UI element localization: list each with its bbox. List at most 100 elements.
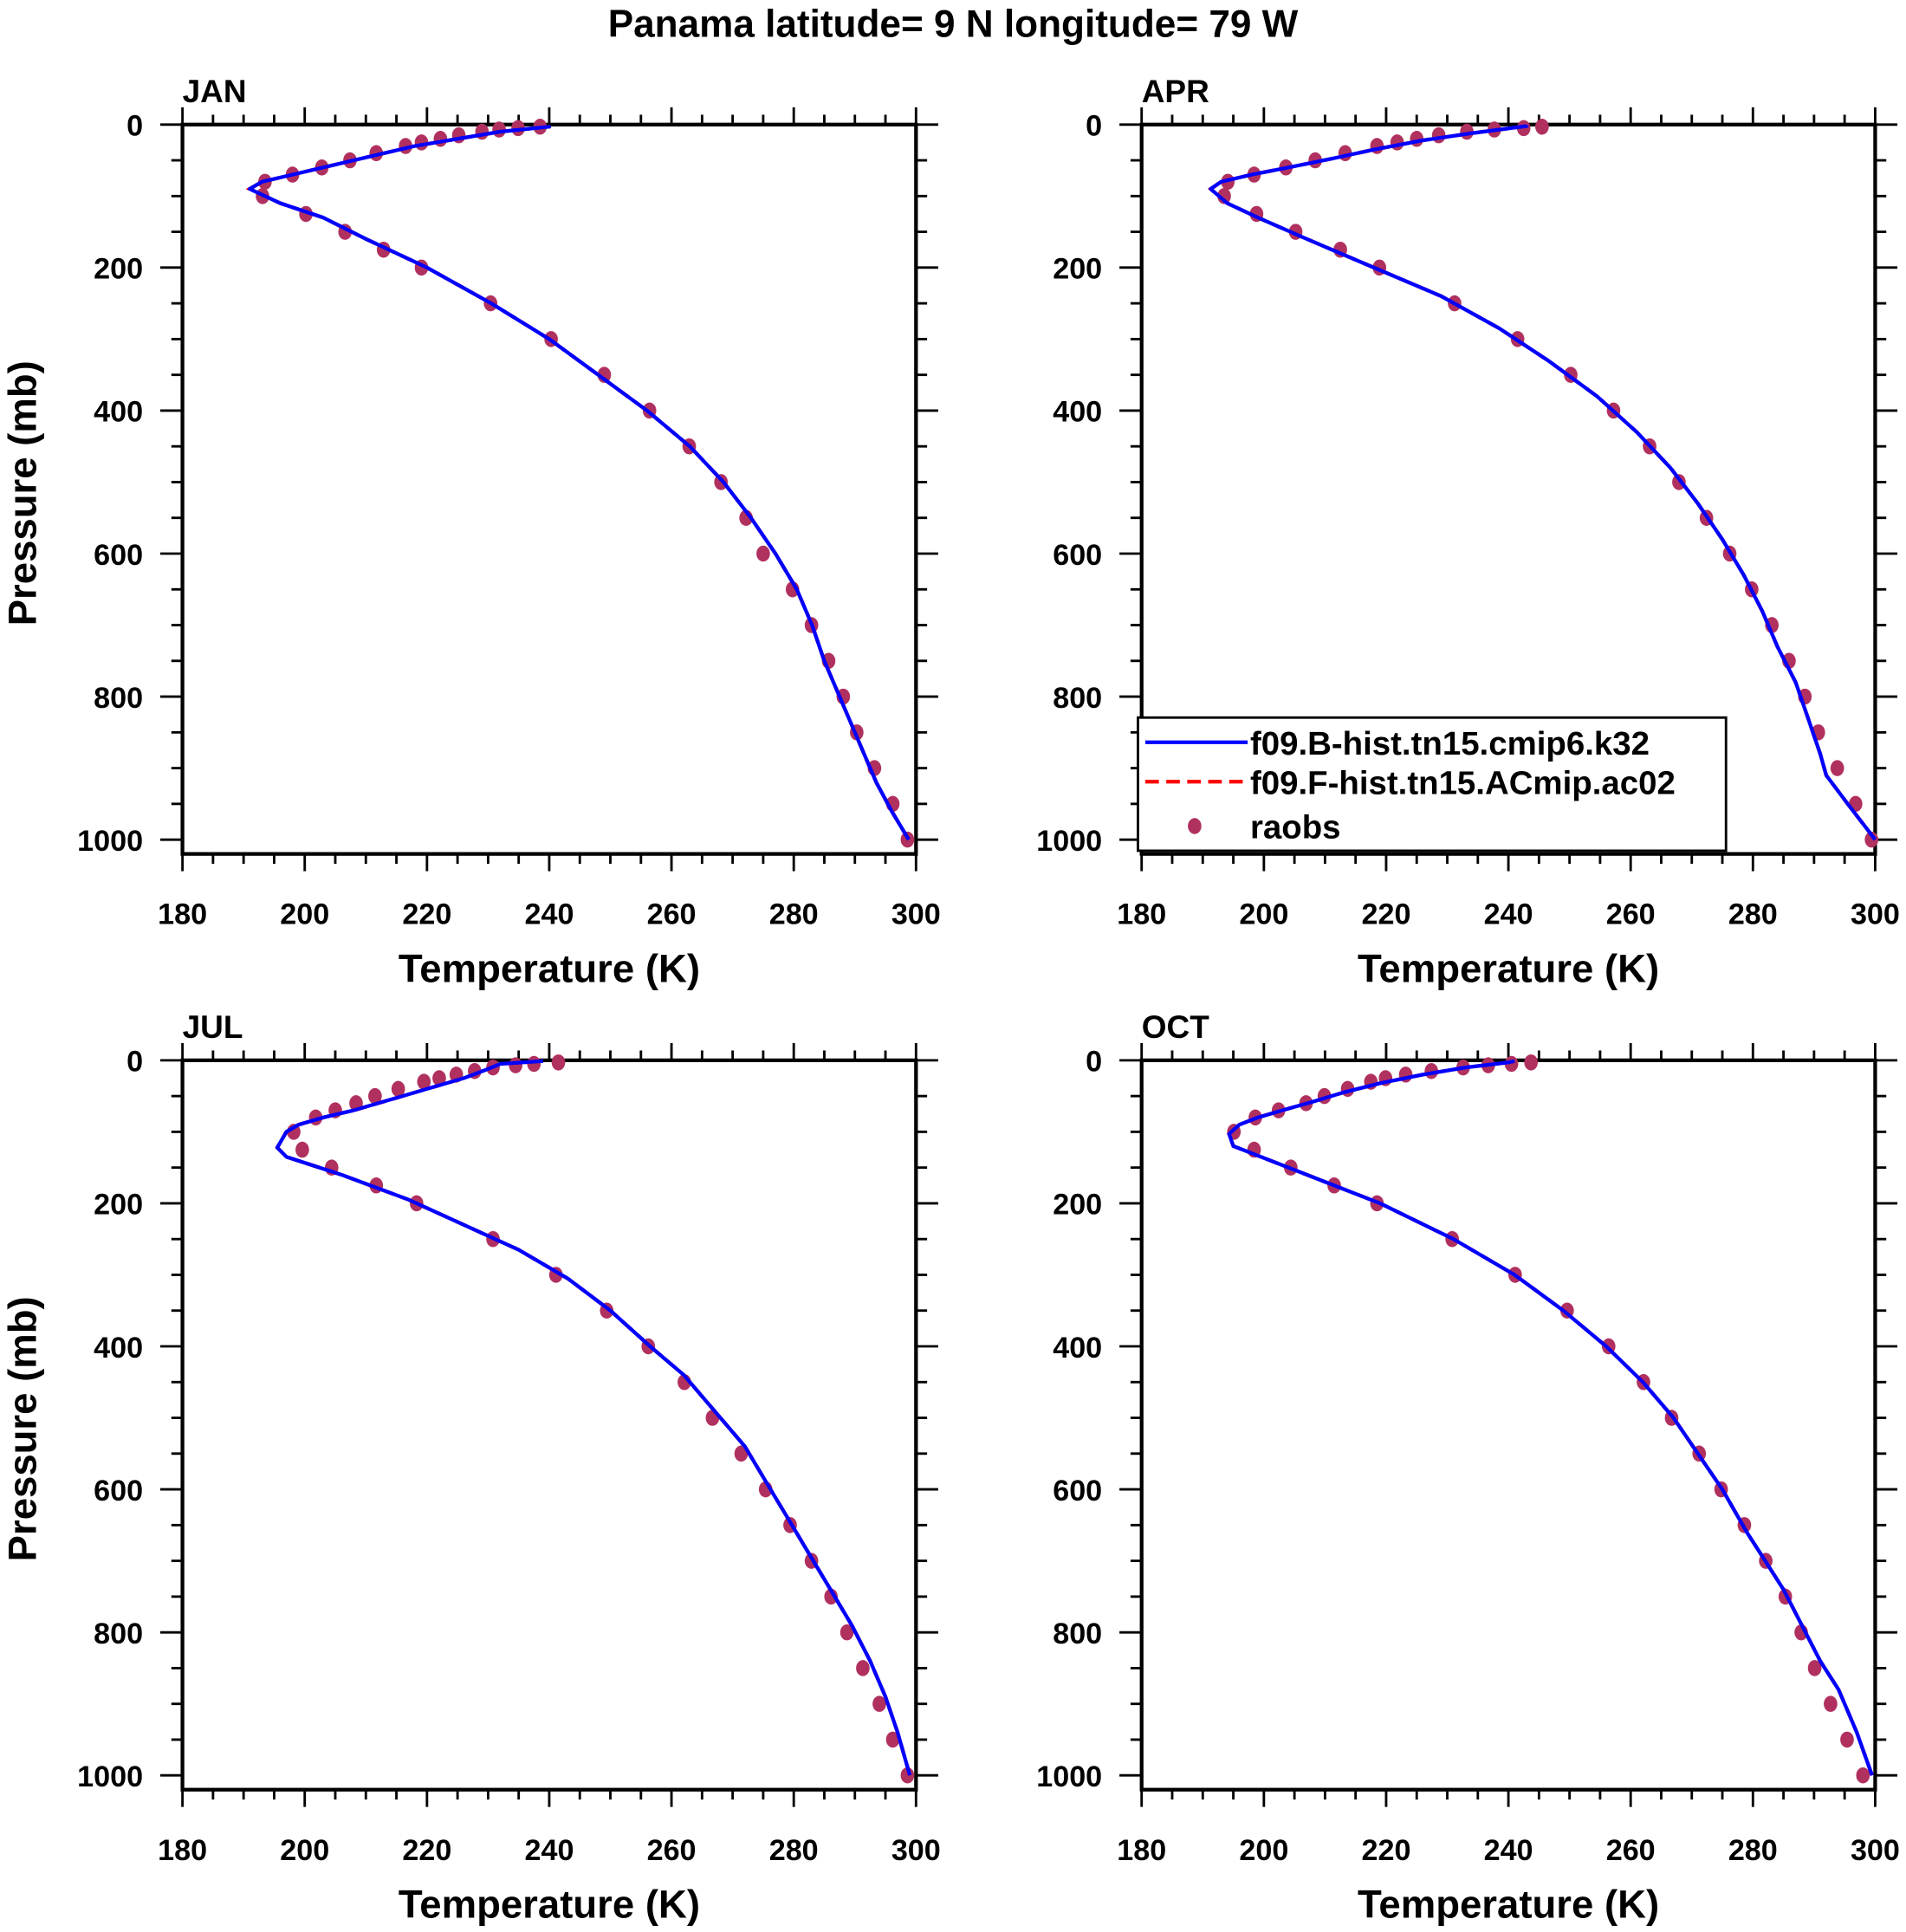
raobs-point (756, 545, 770, 562)
x-tick-label: 220 (1361, 898, 1410, 931)
raobs-point (1807, 1660, 1822, 1676)
y-tick-label: 0 (126, 1046, 143, 1079)
x-tick-label: 220 (402, 898, 451, 931)
panel-jul: JUL 180 200 220 240 260 280 300 0 200 400 600 800 100… (0, 1009, 941, 1926)
plot-frame (1139, 1058, 1877, 1792)
raobs-point (1856, 1767, 1870, 1784)
x-tick-label: 220 (402, 1834, 451, 1867)
x-tick-label: 180 (1117, 1834, 1166, 1867)
raobs-point (900, 1767, 915, 1784)
y-tick-label: 1000 (1036, 825, 1102, 858)
y-tick-label: 0 (1086, 1046, 1102, 1079)
panel-label: OCT (1142, 1009, 1209, 1045)
raobs-point (1824, 1695, 1838, 1712)
legend-box (1137, 716, 1728, 853)
x-tick-label: 240 (1484, 898, 1533, 931)
raobs-point (856, 1660, 870, 1676)
x-axis-title: Temperature (K) (1358, 947, 1659, 991)
raobs-point (840, 1624, 854, 1641)
y-tick-label: 400 (1053, 1332, 1102, 1365)
panel-label: APR (1142, 74, 1209, 109)
x-tick-label: 280 (769, 898, 819, 931)
y-axis-title: Pressure (mb) (0, 1296, 44, 1561)
x-tick-label: 300 (1851, 1834, 1900, 1867)
y-tick-label: 600 (94, 539, 143, 572)
y-tick-label: 400 (94, 396, 143, 429)
x-tick-label: 240 (524, 898, 574, 931)
x-tick-label: 240 (524, 1834, 574, 1867)
y-axis-title: Pressure (mb) (0, 360, 44, 626)
x-tick-label: 200 (280, 1834, 329, 1867)
x-tick-label: 180 (1117, 898, 1166, 931)
legend: f09.B-hist.tn15.cmip6.k32f09.F-hist.tn15… (1137, 716, 1728, 853)
raobs-point (1830, 760, 1844, 776)
panel-label: JUL (183, 1009, 243, 1045)
x-tick-label: 280 (769, 1834, 819, 1867)
legend-label: f09.F-hist.tn15.ACmip.ac02 (1250, 764, 1676, 801)
plot-frame (180, 122, 918, 856)
model-line-f09-f-hist (275, 1059, 912, 1776)
x-axis-title: Temperature (K) (399, 1883, 700, 1927)
x-tick-label: 300 (1851, 898, 1900, 931)
raobs-point (551, 1054, 566, 1071)
y-tick-label: 400 (94, 1332, 143, 1365)
y-tick-label: 1000 (1036, 1760, 1102, 1793)
raobs-point (885, 1731, 900, 1748)
x-tick-label: 240 (1484, 1834, 1533, 1867)
x-tick-label: 280 (1728, 1834, 1778, 1867)
y-tick-label: 800 (1053, 1618, 1102, 1650)
raobs-point (1535, 119, 1549, 135)
y-tick-label: 800 (1053, 682, 1102, 715)
model-line-f09-f-hist (1227, 1059, 1874, 1776)
model-line-f09-b-hist (1227, 1059, 1874, 1776)
panel-apr: APR 180 200 220 240 260 280 300 0 200 400 600 800 100… (1036, 74, 1900, 990)
panel-jan: JAN 180 200 220 240 260 280 300 0 200 400 600 800 100… (0, 74, 941, 990)
x-tick-label: 180 (158, 898, 207, 931)
y-tick-label: 0 (126, 110, 143, 143)
raobs-point (509, 1057, 522, 1073)
raobs-point (1524, 1054, 1539, 1071)
legend-label: raobs (1250, 809, 1341, 846)
y-tick-label: 600 (94, 1475, 143, 1507)
y-tick-label: 600 (1053, 1475, 1102, 1507)
figure-title: Panama latitude= 9 N longitude= 79 W (608, 3, 1299, 46)
y-tick-label: 200 (94, 253, 143, 286)
raobs-point (1864, 831, 1879, 848)
raobs-point (295, 1141, 309, 1158)
y-tick-label: 0 (1086, 110, 1102, 143)
panel-label: JAN (183, 74, 247, 109)
x-tick-label: 200 (280, 898, 329, 931)
x-tick-label: 260 (647, 1834, 697, 1867)
raobs-point (1504, 1055, 1519, 1073)
raobs-point (872, 1695, 886, 1712)
raobs-point (433, 131, 448, 147)
x-tick-label: 200 (1239, 898, 1288, 931)
x-tick-label: 300 (891, 898, 941, 931)
y-tick-label: 200 (1053, 253, 1102, 286)
legend-label: f09.B-hist.tn15.cmip6.k32 (1250, 725, 1650, 762)
x-tick-label: 220 (1361, 1834, 1410, 1867)
model-line-f09-b-hist (248, 125, 911, 841)
y-tick-label: 800 (94, 682, 143, 715)
raobs-point (1840, 1731, 1854, 1748)
legend-marker-swatch (1188, 818, 1202, 834)
raobs-point (734, 1445, 749, 1462)
y-tick-label: 200 (1053, 1189, 1102, 1222)
model-line-f09-b-hist (275, 1059, 912, 1776)
x-tick-label: 300 (891, 1834, 941, 1867)
model-line-f09-b-hist (1209, 124, 1877, 841)
panel-oct: OCT 180 200 220 240 260 280 300 0 200 400 600 800 100… (1036, 1009, 1900, 1926)
raobs-point (417, 1073, 431, 1090)
raobs-point (1431, 126, 1446, 144)
x-axis-title: Temperature (K) (399, 947, 700, 991)
x-tick-label: 180 (158, 1834, 207, 1867)
raobs-point (432, 1070, 446, 1086)
raobs-point (391, 1080, 405, 1098)
y-tick-label: 1000 (77, 1760, 143, 1793)
raobs-point (368, 1087, 382, 1105)
x-tick-label: 260 (1606, 1834, 1656, 1867)
plot-frame (180, 1058, 918, 1792)
y-tick-label: 800 (94, 1618, 143, 1650)
x-axis-title: Temperature (K) (1358, 1883, 1659, 1927)
